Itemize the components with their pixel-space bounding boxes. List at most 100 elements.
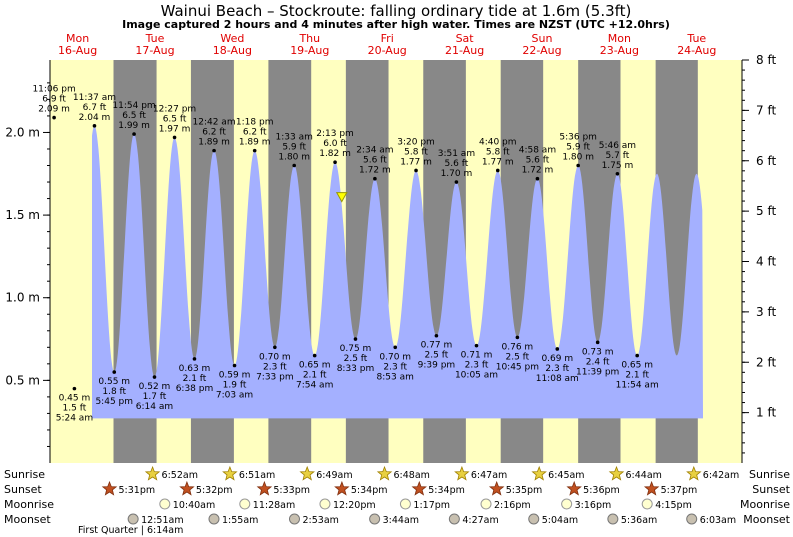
moonset-time: 3:44am — [383, 515, 419, 526]
high-tide-m: 1.89 m — [198, 138, 230, 148]
day-name-label: Fri — [381, 32, 394, 45]
sunrise-icon — [454, 465, 470, 481]
sun-moon-events: 6:52am 6:51am 6:49am 6:48am 6:47am 6:45am 6:44… — [101, 465, 739, 526]
sunrise-icon — [222, 465, 238, 481]
tide-point — [615, 171, 620, 176]
sunset-icon — [334, 480, 350, 496]
current-tide-marker — [335, 192, 348, 203]
moonrise-icon — [641, 498, 653, 510]
sunrise-row-label: Sunrise — [4, 468, 45, 481]
moonrise-time: 12:20pm — [333, 500, 376, 511]
high-tide-time: 11:37 am — [73, 93, 116, 103]
tide-labels: 11:06 pm6.9 ft2.09 m 0.45 m1.5 ft5:24 am 1… — [32, 85, 658, 424]
moonset-row-label-right: Moonset — [743, 513, 790, 526]
high-tide-m: 1.72 m — [522, 166, 554, 176]
moonset-icon — [528, 513, 540, 525]
row-labels-right: Sunrise Sunset Moonrise Moonset — [740, 468, 791, 526]
sunset-time: 5:34pm — [351, 485, 388, 496]
sunset-time: 5:35pm — [506, 485, 543, 496]
moonrise-icon — [239, 498, 251, 510]
moonrise-icon — [399, 498, 411, 510]
sunset-time: 5:33pm — [273, 485, 310, 496]
high-tide-ft: 6.5 ft — [163, 114, 187, 124]
high-tide-m: 1.99 m — [118, 121, 150, 131]
tide-point — [232, 363, 237, 368]
day-date-label: 21-Aug — [445, 44, 484, 57]
day-date-label: 23-Aug — [600, 44, 639, 57]
high-tide-m: 1.97 m — [159, 124, 191, 134]
sunrise-time: 6:51am — [239, 470, 275, 481]
sunset-time: 5:32pm — [196, 485, 233, 496]
day-date-label: 16-Aug — [58, 44, 97, 57]
moonset-icon — [208, 513, 220, 525]
tide-point — [333, 160, 337, 165]
day-name-label: Wed — [220, 32, 244, 45]
day-date-label: 19-Aug — [290, 44, 329, 57]
tide-point — [172, 135, 177, 140]
tide-point — [576, 163, 580, 168]
low-tide-time: 10:45 pm — [496, 362, 539, 372]
moonset-icon — [686, 513, 698, 525]
low-tide-ft: 2.3 ft — [383, 362, 407, 372]
day-name-label: Thu — [298, 32, 320, 45]
high-tide-m: 1.82 m — [319, 149, 351, 159]
moonrise-time: 3:16pm — [575, 500, 612, 511]
high-tide-m: 1.72 m — [359, 166, 391, 176]
high-tide-time: 12:42 am — [193, 118, 236, 128]
high-tide-m: 1.89 m — [239, 138, 271, 148]
moonset-time: 5:04am — [542, 515, 578, 526]
day-name-label: Mon — [608, 32, 631, 45]
row-labels-left: Sunrise Sunset Moonrise Moonset — [4, 468, 54, 526]
sunset-time: 5:31pm — [119, 485, 156, 496]
day-name-label: Mon — [66, 32, 89, 45]
high-tide-m: 1.77 m — [400, 157, 432, 167]
moonset-icon — [127, 513, 139, 525]
low-tide-time: 7:03 am — [216, 390, 253, 400]
right-tick-label: 8 ft — [756, 53, 776, 67]
sunrise-time: 6:52am — [162, 470, 198, 481]
tide-point — [92, 124, 97, 128]
tide-point — [152, 375, 157, 379]
sunrise-icon — [686, 465, 702, 481]
sunrise-icon — [608, 465, 625, 481]
moonrise-time: 1:17pm — [413, 500, 450, 511]
moonset-time: 12:51am — [141, 515, 183, 526]
moonrise-icon — [159, 498, 171, 510]
high-tide-ft: 5.6 ft — [363, 156, 387, 166]
tide-point — [595, 340, 600, 345]
tide-point — [434, 333, 439, 338]
moonrise-row-label: Moonrise — [4, 498, 54, 511]
tide-point — [454, 180, 459, 184]
low-tide-ft: 2.1 ft — [625, 371, 649, 381]
tide-point — [273, 345, 277, 350]
high-tide-ft: 5.6 ft — [526, 156, 550, 166]
low-tide-time: 10:05 am — [455, 371, 498, 381]
high-tide-ft: 5.6 ft — [445, 159, 469, 169]
left-tick-label: 1.5 m — [5, 208, 40, 222]
high-tide-m: 1.77 m — [482, 157, 514, 167]
high-tide-time: 11:06 pm — [32, 85, 75, 95]
sunrise-time: 6:49am — [316, 470, 352, 481]
tide-point — [393, 345, 398, 350]
left-tick-label: 2.0 m — [5, 125, 40, 139]
moonrise-time: 11:28am — [253, 500, 295, 511]
tide-point — [353, 337, 358, 341]
tide-point — [132, 132, 136, 136]
tide-point — [635, 353, 639, 358]
tide-point — [112, 370, 117, 374]
high-tide-m: 2.04 m — [79, 113, 111, 123]
high-tide-m: 1.80 m — [278, 153, 310, 163]
day-date-label: 17-Aug — [135, 44, 174, 57]
high-tide-m: 2.09 m — [38, 105, 70, 115]
high-tide-time: 3:20 pm — [397, 137, 435, 147]
day-name-label: Tue — [686, 32, 706, 45]
moonrise-icon — [480, 498, 492, 510]
low-tide-m: 0.73 m — [582, 347, 614, 357]
sunset-icon — [488, 480, 505, 496]
moonset-icon — [448, 513, 460, 525]
sunset-row-label: Sunset — [4, 483, 42, 496]
right-tick-label: 6 ft — [756, 154, 776, 168]
moonset-time: 2:53am — [302, 515, 338, 526]
sunset-icon — [566, 480, 582, 496]
